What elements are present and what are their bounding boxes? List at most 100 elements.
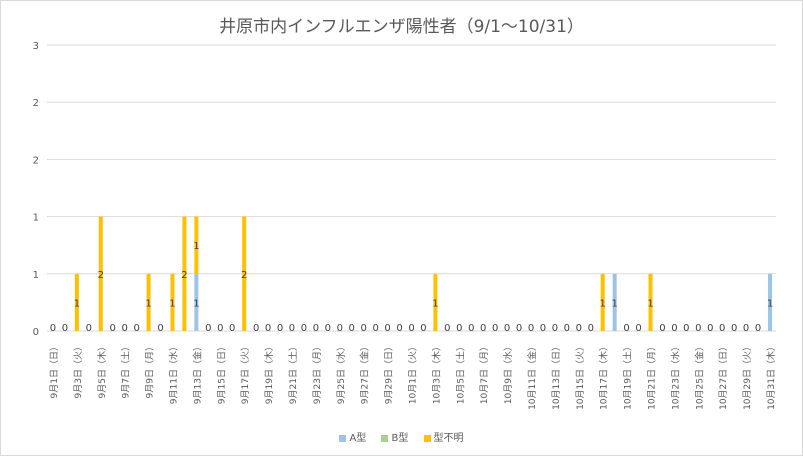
x-tick-label: 9月29日（日） (384, 342, 395, 404)
y-tick-label: 2 (33, 155, 39, 166)
data-label: 0 (707, 323, 713, 334)
bar-0 (768, 273, 773, 331)
x-tick-label: 10月25日（金） (693, 342, 705, 410)
x-tick-label: 10月21日（月） (647, 342, 658, 410)
x-tick-label: 9月17日（火） (240, 342, 251, 404)
x-tick-label: 9月27日（金） (359, 342, 371, 404)
data-label: 0 (671, 323, 677, 334)
data-label: 0 (552, 323, 558, 334)
data-label: 0 (492, 323, 498, 334)
data-label: 0 (229, 323, 235, 334)
data-label: 0 (289, 323, 295, 334)
y-tick-label: 1 (33, 270, 39, 281)
data-label: 0 (564, 323, 570, 334)
data-label: 0 (121, 323, 127, 334)
x-tick-label: 10月11日（金） (526, 342, 538, 410)
data-label: 0 (588, 323, 594, 334)
bar-2 (182, 216, 187, 331)
bar-2 (648, 273, 653, 331)
data-label: 0 (480, 323, 486, 334)
data-label: 2 (241, 270, 247, 281)
data-label: 0 (695, 323, 701, 334)
legend-item-a: A型 (339, 429, 366, 444)
data-label: 0 (253, 323, 259, 334)
legend-swatch-unknown (423, 434, 431, 442)
data-label: 0 (86, 323, 92, 334)
x-tick-label: 10月27日（日） (718, 342, 729, 410)
data-label: 0 (265, 323, 271, 334)
data-label: 1 (169, 298, 175, 309)
x-tick-label: 10月23日（水） (669, 342, 681, 410)
data-label: 0 (408, 323, 414, 334)
x-tick-label: 10月31日（木） (765, 342, 777, 410)
legend-label-unknown: 型不明 (433, 433, 464, 444)
y-tick-label: 3 (33, 41, 39, 52)
data-label: 0 (277, 323, 283, 334)
data-label: 0 (349, 323, 355, 334)
data-label: 1 (145, 298, 151, 309)
x-tick-label: 9月21日（土） (287, 342, 299, 404)
data-label: 0 (361, 323, 367, 334)
data-label: 0 (157, 323, 163, 334)
legend-item-unknown: 型不明 (423, 429, 464, 444)
data-label: 0 (396, 323, 402, 334)
data-label: 0 (504, 323, 510, 334)
x-tick-label: 9月7日（土） (120, 342, 132, 398)
x-tick-label: 9月3日（火） (73, 342, 84, 398)
chart-title: 井原市内インフルエンザ陽性者（9/1～10/31） (219, 17, 584, 37)
data-label: 0 (528, 323, 534, 334)
x-tick-label: 10月1日（火） (408, 342, 419, 404)
x-tick-label: 10月5日（土） (454, 342, 466, 404)
bar-2 (242, 216, 247, 331)
x-tick-label: 9月1日（日） (49, 342, 60, 398)
data-label: 0 (456, 323, 462, 334)
legend: A型 B型 型不明 (0, 429, 803, 444)
x-tick-label: 9月9日（月） (145, 342, 156, 398)
data-label: 0 (719, 323, 725, 334)
bar-2 (146, 273, 151, 331)
data-label: 1 (193, 241, 199, 252)
data-label: 0 (576, 323, 582, 334)
x-tick-label: 9月19日（木） (263, 342, 275, 404)
x-tick-label: 9月15日（日） (216, 342, 227, 404)
legend-label-a: A型 (349, 433, 367, 444)
bar-0 (612, 273, 617, 331)
x-tick-label: 9月5日（木） (96, 342, 108, 398)
bar-2 (170, 273, 175, 331)
x-tick-label: 9月23日（月） (312, 342, 323, 404)
legend-label-b: B型 (391, 433, 409, 444)
data-label: 0 (372, 323, 378, 334)
data-label: 1 (611, 298, 617, 309)
data-label: 0 (133, 323, 139, 334)
bar-0 (194, 273, 199, 331)
data-label: 0 (325, 323, 331, 334)
data-label: 0 (635, 323, 641, 334)
x-tick-label: 9月25日（水） (335, 342, 347, 404)
data-label: 0 (205, 323, 211, 334)
data-label: 0 (731, 323, 737, 334)
data-label: 1 (193, 298, 199, 309)
data-label: 0 (444, 323, 450, 334)
data-label: 0 (683, 323, 689, 334)
legend-swatch-b (381, 434, 389, 442)
x-tick-label: 9月13日（金） (191, 342, 203, 404)
x-tick-label: 10月19日（土） (622, 342, 634, 410)
data-label: 1 (600, 298, 606, 309)
bar-2 (600, 273, 605, 331)
data-label: 0 (313, 323, 319, 334)
data-label: 0 (62, 323, 68, 334)
data-label: 0 (623, 323, 629, 334)
data-label: 0 (301, 323, 307, 334)
data-label: 1 (647, 298, 653, 309)
x-tick-label: 10月7日（月） (479, 342, 490, 404)
bar-2 (194, 216, 199, 274)
x-tick-label: 10月9日（水） (502, 342, 514, 404)
data-label: 0 (516, 323, 522, 334)
data-label: 1 (74, 298, 80, 309)
bar-2 (433, 273, 438, 331)
y-tick-label: 2 (33, 98, 39, 109)
legend-item-b: B型 (381, 429, 408, 444)
data-label: 0 (420, 323, 426, 334)
legend-swatch-a (339, 434, 347, 442)
